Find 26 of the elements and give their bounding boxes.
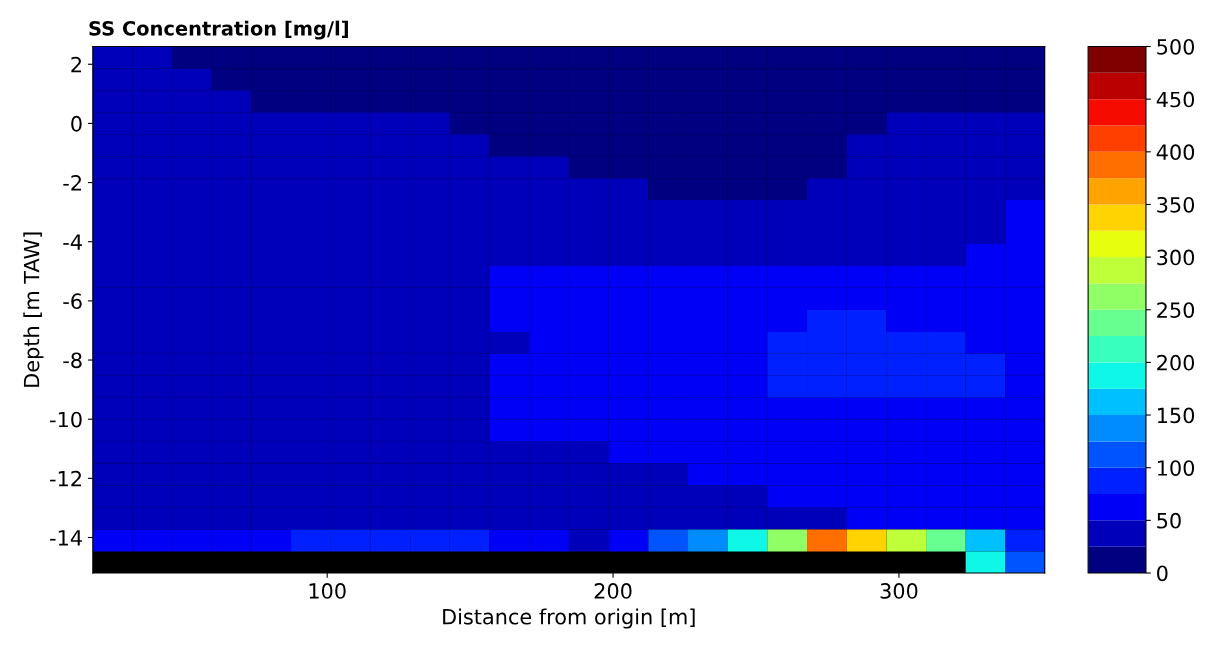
y-tick-label: -4 (63, 234, 82, 250)
color-bar-label: 200 (1157, 354, 1195, 371)
y-tick-label: -2 (63, 175, 81, 191)
x-tick-label: 100 (309, 583, 346, 599)
color-bar-label: 250 (1157, 302, 1195, 318)
y-tick-label: 0 (71, 115, 82, 132)
y-tick-label: -12 (50, 470, 81, 487)
color-bar-label: 100 (1157, 460, 1195, 476)
y-tick-label: -6 (63, 293, 82, 310)
x-tick-label: 300 (880, 583, 918, 599)
color-bar-label: 400 (1156, 144, 1195, 161)
y-tick-label: -8 (63, 352, 82, 369)
color-bar-label: 350 (1157, 196, 1195, 213)
y-axis-title: Depth [m TAW] (23, 232, 44, 387)
color-bar-label: 300 (1157, 249, 1195, 266)
color-bar-label: 150 (1157, 407, 1195, 424)
color-bar-label: 50 (1157, 512, 1181, 529)
x-axis-title: Distance from origin [m] (443, 608, 695, 629)
y-tick-label: -10 (50, 411, 82, 428)
color-bar-label: 450 (1156, 91, 1195, 108)
color-bar-label: 0 (1157, 565, 1168, 582)
y-tick-label: 2 (71, 56, 81, 73)
color-bar-label: 500 (1157, 38, 1195, 55)
y-tick-label: -14 (50, 530, 82, 546)
chart-title: SS Concentration [mg/l] (89, 20, 348, 40)
x-tick-label: 200 (594, 583, 632, 599)
